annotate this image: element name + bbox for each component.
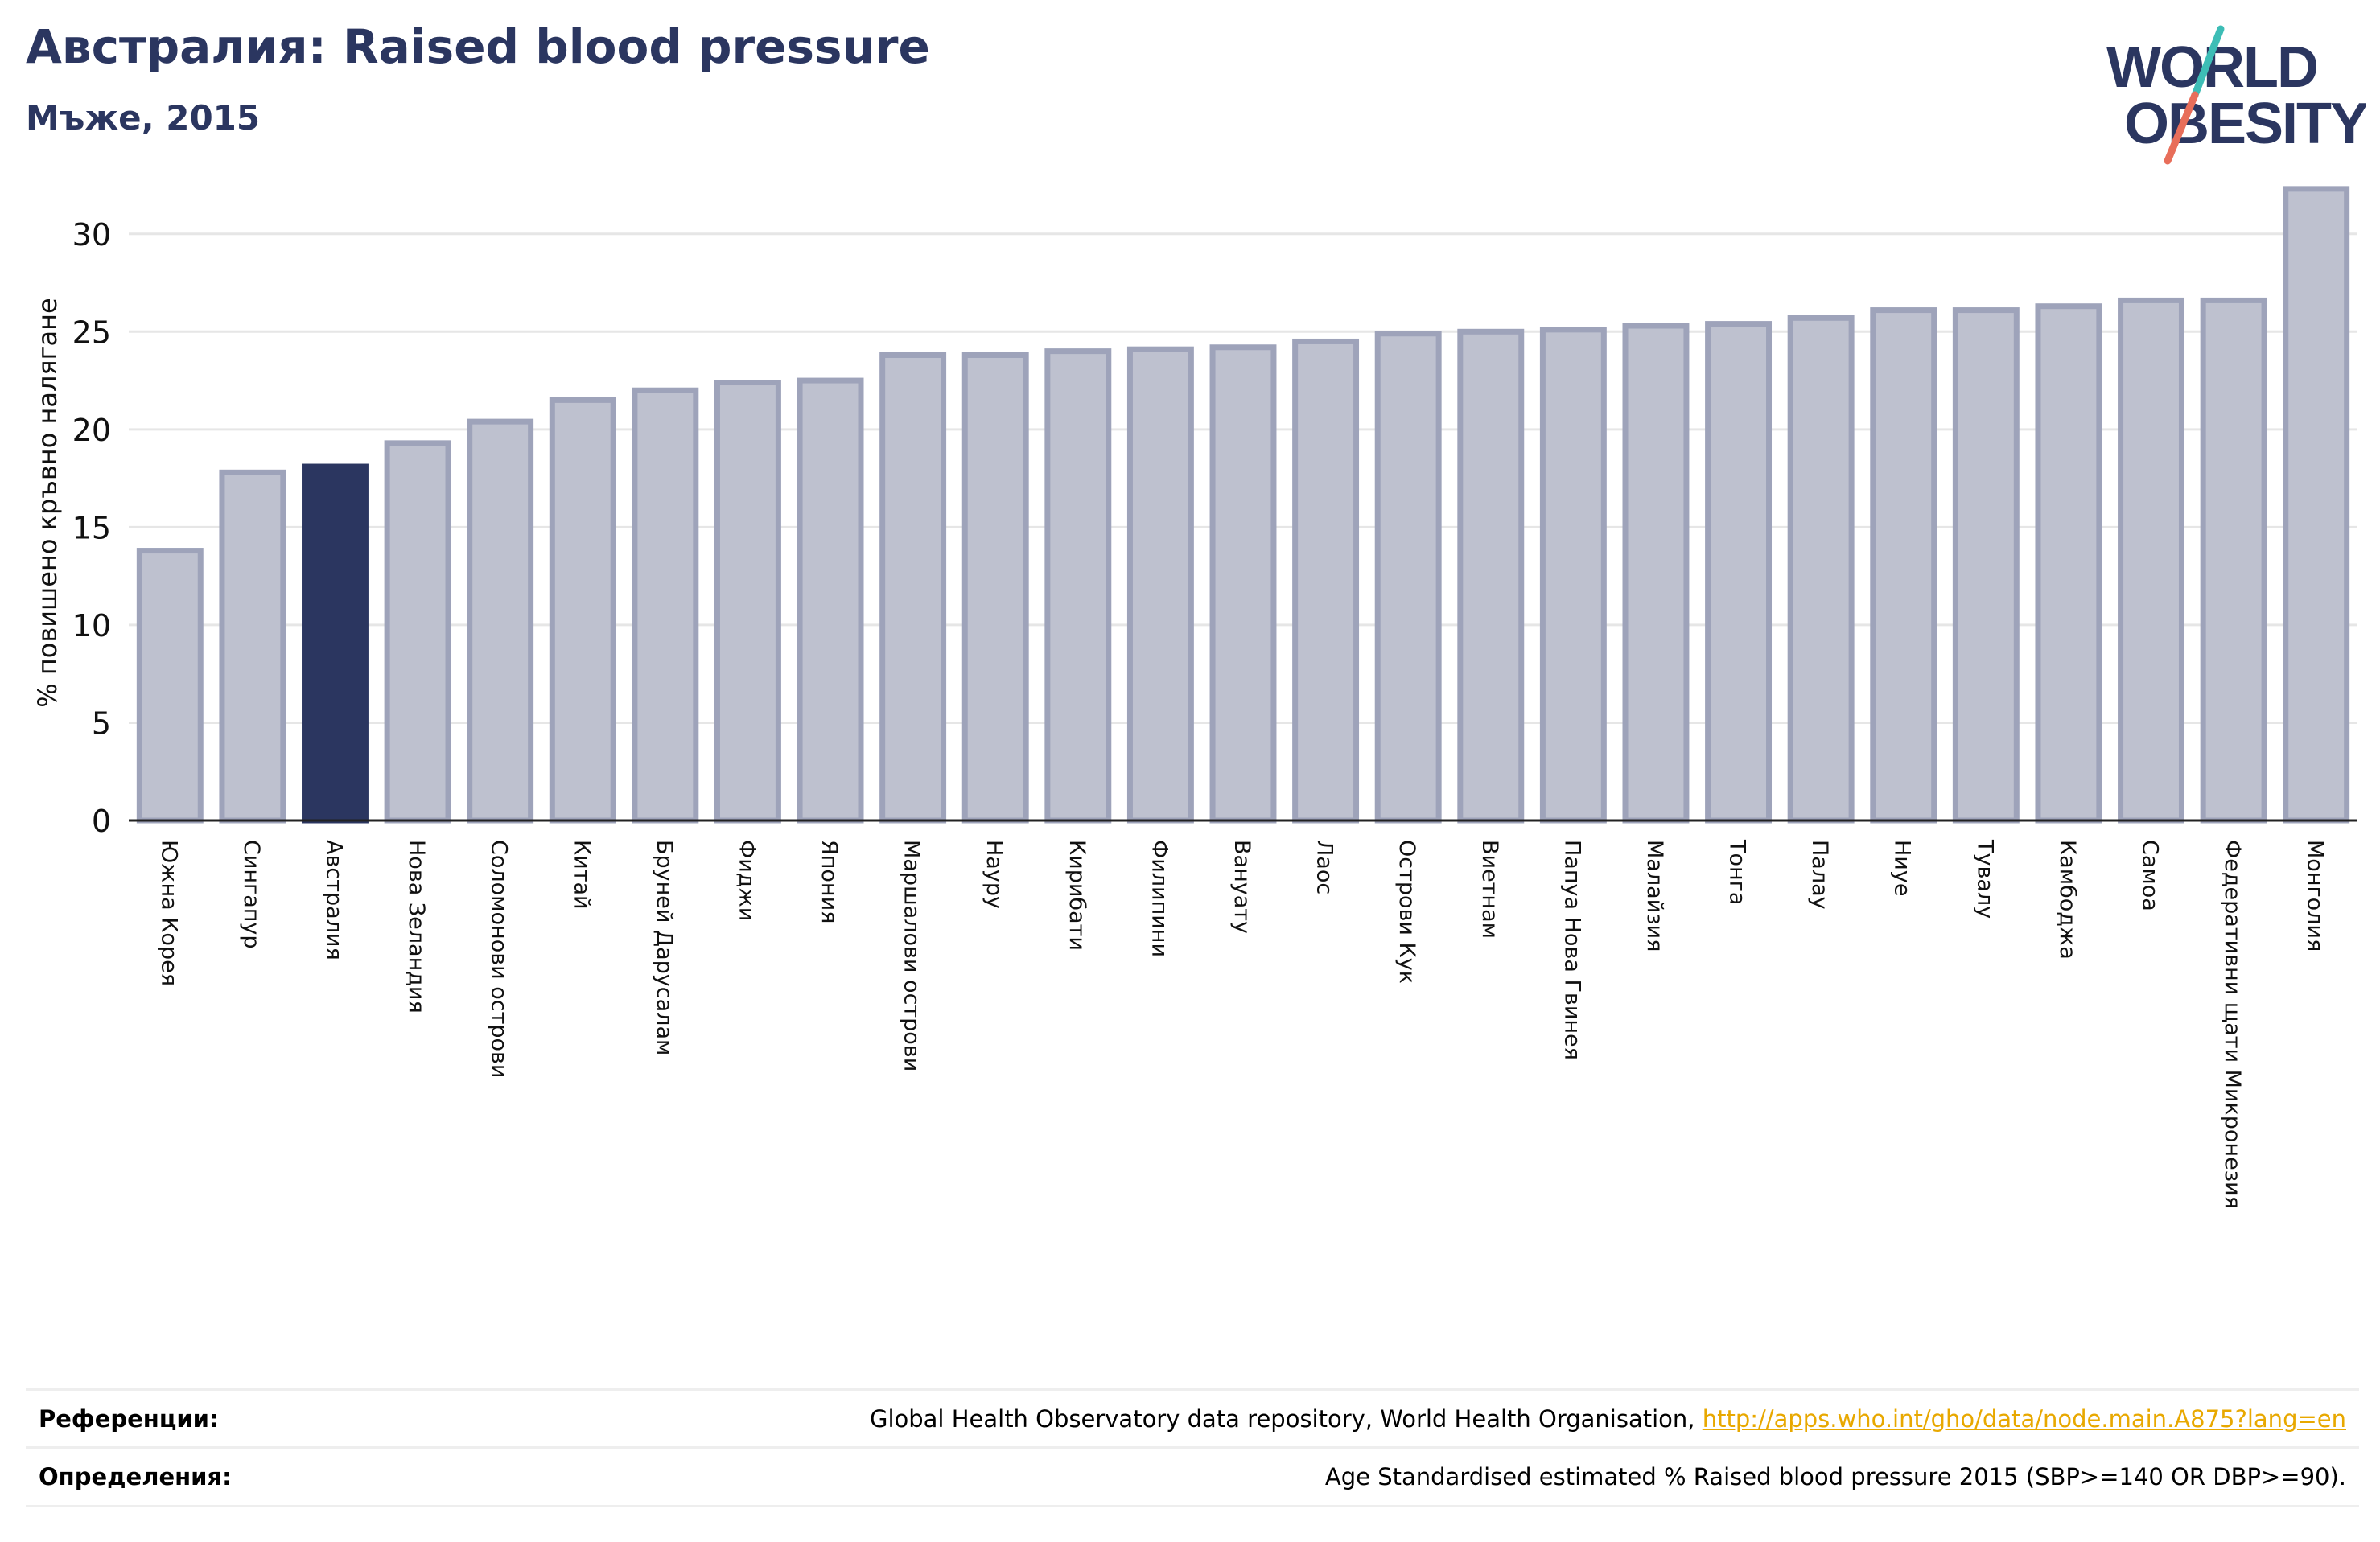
references-row: Референции: Global Health Observatory da… [26,1388,2359,1447]
y-tick-label: 5 [92,705,111,741]
x-tick-label: Лаос [1312,840,1337,894]
references-text: Global Health Observatory data repositor… [869,1405,1703,1433]
x-tick-label: Маршалови острови [900,840,924,1071]
x-tick-label: Филипини [1147,840,1171,957]
x-tick-label: Австралия [321,840,346,960]
references-label: Референции: [39,1405,219,1433]
bar [1870,307,1937,824]
logo-slash-teal [2191,25,2225,99]
world-obesity-logo: WORLD OBESITY [2106,25,2366,165]
y-tick-label: 15 [72,510,111,545]
bar [1457,328,1525,824]
x-tick-label: Нова Зеландия [404,840,429,1014]
x-tick-label: Вануату [1229,840,1254,934]
bar-chart: 0 5 10 15 20 25 30 % повишено кръвно налягане Юж… [32,186,2357,1209]
bar [2035,303,2102,824]
y-tick-label: 25 [72,315,111,350]
bar [1539,327,1607,824]
logo-obesity-text: OBESITY [2124,92,2366,156]
bar [302,463,369,824]
bar [797,377,864,824]
definitions-row: Определения: Age Standardised estimated … [26,1446,2359,1507]
bar [136,548,204,824]
references-value: Global Health Observatory data repositor… [870,1405,2346,1433]
x-tick-label: Фиджи [734,840,759,921]
x-tick-label: Виетнам [1477,840,1502,939]
bar [632,387,699,824]
x-tick-label: Кирибати [1064,840,1089,951]
bar [219,469,286,824]
chart-title: Австралия: Raised blood pressure [26,19,930,74]
bar [384,440,451,824]
bar [961,352,1029,824]
x-tick-label: Бруней Дарусалам [652,840,677,1055]
x-tick-label: Монголия [2303,840,2328,952]
x-tick-label: Палау [1807,840,1832,910]
x-tick-label: Китай [569,840,594,910]
x-tick-label: Малайзия [1642,840,1667,952]
x-tick-label: Южна Корея [156,840,181,986]
x-tick-label: Ниуе [1890,840,1915,896]
x-tick-label: Острови Кук [1394,840,1419,984]
references-link[interactable]: http://apps.who.int/gho/data/node.main.A… [1702,1405,2346,1433]
x-tick-label: Тувалу [1972,839,1997,919]
x-tick-label: Соломонови острови [487,840,512,1078]
bar [549,397,616,824]
x-tick-label: Тонга [1725,839,1750,905]
y-tick-label: 0 [92,804,111,839]
x-tick-label: Самоа [2138,840,2163,911]
bar [2283,186,2350,824]
bar [1209,344,1277,824]
bar [879,352,947,824]
bar [2200,297,2267,824]
bar [467,418,534,824]
bar [1044,348,1112,824]
x-tick-label: Федеративни щати Микронезия [2220,840,2245,1209]
x-tick-label: Науру [982,840,1007,909]
bar [2118,297,2184,824]
bar [714,380,781,824]
logo-slash-coral [2164,91,2199,165]
definitions-label: Определения: [39,1463,232,1491]
y-tick-label: 20 [72,413,111,448]
bar [1126,346,1194,824]
bar [1622,323,1690,824]
bar [1787,315,1855,824]
y-tick-label: 30 [72,217,111,253]
bar [1292,338,1360,824]
x-tick-label: Папуа Нова Гвинея [1559,840,1584,1060]
x-tick-label: Сингапур [239,840,264,949]
chart-subtitle: Мъже, 2015 [26,98,261,138]
y-axis-label: % повишено кръвно налягане [32,298,63,707]
x-tick-label: Япония [817,840,842,923]
y-tick-label: 10 [72,608,111,644]
bar [1374,331,1442,824]
bar [1952,307,2020,824]
definitions-value: Age Standardised estimated % Raised bloo… [1324,1463,2346,1491]
bar [1705,321,1773,824]
x-tick-label: Камбоджа [2055,840,2080,960]
